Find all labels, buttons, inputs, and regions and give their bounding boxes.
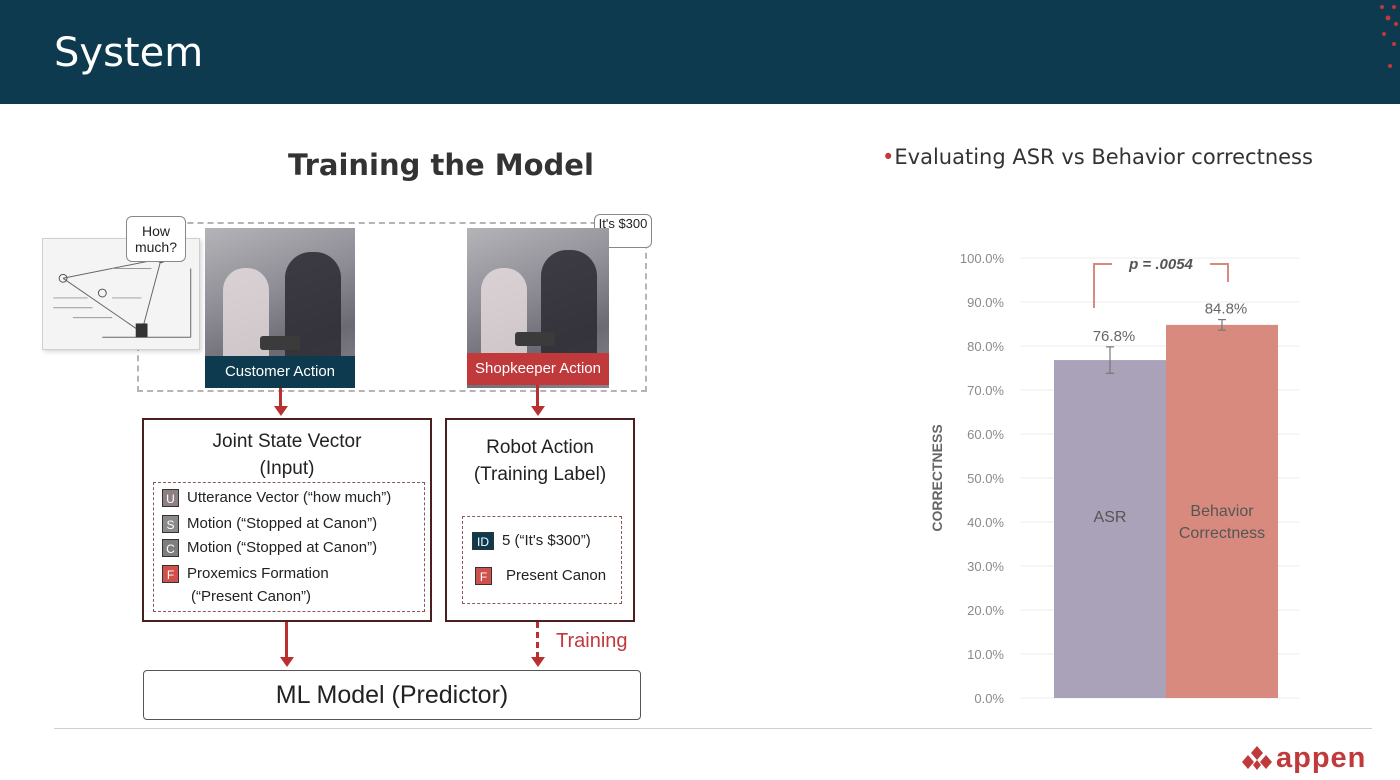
feature-text: Proxemics Formation	[187, 565, 329, 582]
evaluation-title-text: Evaluating ASR vs Behavior correctness	[894, 145, 1313, 169]
joint-state-vector-box: Joint State Vector (Input)	[142, 418, 432, 622]
feature-text: Utterance Vector (“how much”)	[187, 489, 392, 506]
y-tick-label: 70.0%	[967, 383, 1004, 398]
dashed-arrow-line	[536, 622, 539, 658]
tag-id: ID	[472, 532, 494, 551]
label-text: Present Canon	[506, 567, 607, 584]
arrow-down-icon	[531, 406, 545, 416]
feature-row-proxemics: F Proxemics Formation	[162, 565, 329, 584]
tag-u: U	[162, 489, 179, 508]
bar-behavior	[1166, 324, 1278, 698]
feature-row-motion-c: C Motion (“Stopped at Canon”)	[162, 539, 378, 558]
appen-logo-text: appen	[1276, 742, 1367, 774]
appen-logo-icon	[1242, 746, 1272, 770]
label-text: 5 (“It's $300”)	[502, 532, 591, 549]
significance-bracket-right	[1210, 263, 1229, 282]
feature-text: Motion (“Stopped at Canon”)	[187, 515, 378, 532]
diagram-title: Training the Model	[288, 148, 594, 182]
arrow-down-icon	[280, 657, 294, 667]
robot-action-subtitle: (Training Label)	[473, 464, 607, 485]
product-figure	[260, 336, 300, 350]
y-tick-label: 0.0%	[974, 691, 1004, 706]
feature-text: Motion (“Stopped at Canon”)	[187, 539, 378, 556]
y-tick-label: 10.0%	[967, 647, 1004, 662]
slide-header	[0, 0, 1400, 104]
speech-bubble-customer: How much?	[126, 216, 186, 262]
evaluation-title: •Evaluating ASR vs Behavior correctness	[882, 145, 1313, 169]
joint-state-title: Joint State Vector	[212, 431, 362, 452]
robot-action-title: Robot Action	[486, 437, 594, 458]
ml-model-box: ML Model (Predictor)	[143, 670, 641, 720]
arrow-line	[279, 388, 282, 408]
y-tick-label: 20.0%	[967, 603, 1004, 618]
y-tick-label: 60.0%	[967, 427, 1004, 442]
feature-row-motion-s: S Motion (“Stopped at Canon”)	[162, 515, 378, 534]
customer-action-label: Customer Action	[205, 356, 355, 388]
tag-c: C	[162, 539, 179, 558]
proxemics-sketch-image	[42, 238, 200, 350]
slide-title: System	[54, 30, 204, 76]
bar-category-label: Behavior	[1190, 503, 1254, 520]
arrow-down-icon	[531, 657, 545, 667]
tag-f: F	[162, 565, 179, 584]
arrow-down-icon	[274, 406, 288, 416]
joint-state-subtitle: (Input)	[259, 458, 315, 479]
bar-category-label: ASR	[1094, 509, 1127, 526]
joint-state-features	[153, 482, 425, 612]
feature-row-utterance: U Utterance Vector (“how much”)	[162, 489, 392, 508]
robot-action-box: Robot Action (Training Label)	[445, 418, 635, 622]
correctness-bar-chart: 0.0% 10.0% 20.0% 30.0% 40.0% 50.0% 60.0% 70.0% 8…	[929, 251, 1300, 706]
data-label: 84.8%	[1205, 301, 1248, 318]
feature-row-proxemics-detail: (“Present Canon”)	[191, 588, 312, 605]
decorative-dots-icon	[1380, 5, 1398, 68]
product-figure	[515, 332, 555, 346]
shopkeeper-action-label: Shopkeeper Action	[467, 353, 609, 385]
y-tick-label: 40.0%	[967, 515, 1004, 530]
label-row-id: ID 5 (“It's $300”)	[472, 532, 591, 551]
y-axis-label: CORRECTNESS	[929, 424, 945, 531]
y-tick-label: 50.0%	[967, 471, 1004, 486]
data-label: 76.8%	[1093, 328, 1136, 345]
y-tick-label: 100.0%	[960, 251, 1005, 266]
training-label: Training	[556, 630, 628, 652]
tag-s: S	[162, 515, 179, 534]
footer-divider	[54, 728, 1372, 729]
y-tick-label: 80.0%	[967, 339, 1004, 354]
tag-f: F	[475, 567, 492, 586]
bar-category-label: Correctness	[1179, 525, 1265, 542]
label-row-formation: F Present Canon	[475, 567, 607, 586]
arrow-line	[285, 622, 288, 658]
bullet-icon: •	[882, 145, 895, 169]
robot-action-labels	[462, 516, 622, 604]
arrow-line	[536, 385, 539, 408]
bar-asr	[1054, 360, 1166, 698]
y-tick-label: 30.0%	[967, 559, 1004, 574]
y-tick-label: 90.0%	[967, 295, 1004, 310]
p-value-annotation: p = .0054	[1128, 256, 1193, 273]
significance-bracket-left	[1093, 263, 1112, 308]
